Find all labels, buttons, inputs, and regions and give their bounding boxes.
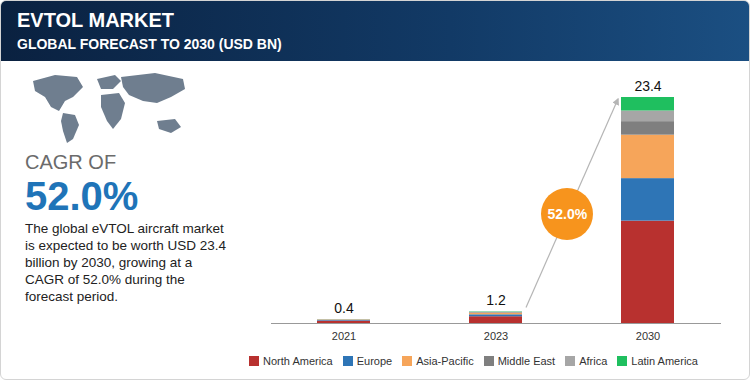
html-text:The global eVTOL aircraft mark: The global eVTOL aircraft market is expe… xyxy=(25,221,227,304)
svg-text:2021: 2021 xyxy=(332,330,356,342)
html-text:CAGR OF: CAGR OF xyxy=(25,151,117,173)
html-text:Middle East: Middle East xyxy=(497,355,556,367)
html-text:52.0%: 52.0% xyxy=(25,174,139,218)
html-text:North America: North America xyxy=(263,355,333,367)
html-text:Europe: Europe xyxy=(356,355,393,367)
svg-text:2030: 2030 xyxy=(636,330,660,342)
svg-text:23.4: 23.4 xyxy=(634,78,661,94)
svg-text:2023: 2023 xyxy=(484,330,508,342)
html-text:Asia-Pacific: Asia-Pacific xyxy=(416,355,474,367)
html-text:Africa: Africa xyxy=(579,355,608,367)
html-text:EVTOL MARKET: EVTOL MARKET xyxy=(17,9,175,31)
svg-text:0.4: 0.4 xyxy=(334,300,354,316)
html-text:Latin America: Latin America xyxy=(631,355,698,367)
html-text:GLOBAL FORECAST TO 2030 (USD B: GLOBAL FORECAST TO 2030 (USD BN) xyxy=(17,36,282,52)
html-text:52.0%: 52.0% xyxy=(547,205,588,222)
svg-text:1.2: 1.2 xyxy=(486,292,506,308)
